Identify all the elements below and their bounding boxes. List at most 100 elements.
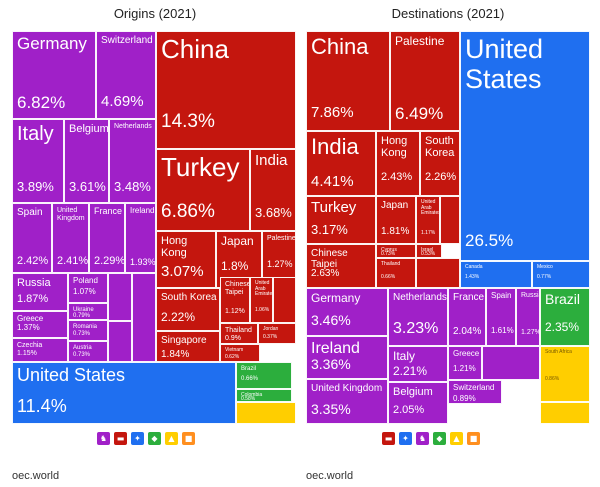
tile-label: China (161, 34, 229, 64)
north-america-icon[interactable]: ✦ (399, 432, 412, 445)
tile-chinese-taipei[interactable]: Chinese Taipei 1.12% (220, 277, 250, 323)
tile-colombia[interactable]: Colombia 0.58% (236, 389, 292, 402)
asia-icon[interactable]: ▬ (382, 432, 395, 445)
tile-value: 6.49% (395, 104, 444, 123)
tile-label: Chinese Taipei (225, 281, 250, 296)
tile-unlabeled[interactable] (440, 196, 460, 244)
tile-switzerland[interactable]: Switzerland 0.89% (448, 380, 502, 404)
tile-label: India (255, 152, 288, 169)
tile-value: 1.61% (491, 326, 514, 335)
tile-belgium[interactable]: Belgium 3.61% (64, 119, 109, 203)
tile-france[interactable]: France 2.29% (89, 203, 125, 273)
tile-india[interactable]: India 4.41% (306, 131, 376, 196)
south-america-icon[interactable]: ◆ (148, 432, 161, 445)
south-america-icon[interactable]: ◆ (433, 432, 446, 445)
tile-united-arab-emirates[interactable]: United Arab Emirates 1.17% (416, 196, 440, 244)
tile-label: Jordan (263, 326, 279, 332)
tile-hong-kong[interactable]: Hong Kong 3.07% (156, 231, 216, 288)
oceania-icon[interactable]: ■ (182, 432, 195, 445)
tile-germany[interactable]: Germany 3.46% (306, 288, 388, 336)
tile-label: South Africa (545, 349, 572, 355)
tile-greece[interactable]: Greece 1.21% (448, 346, 482, 380)
tile-label: Palestine (267, 235, 296, 242)
tile-label: United Kingdom (57, 207, 85, 222)
tile-austria[interactable]: Austria 0.73% (68, 341, 108, 362)
tile-netherlands[interactable]: Netherlands 3.23% (388, 288, 448, 346)
europe-icon[interactable]: ♞ (97, 432, 110, 445)
tile-brazil[interactable]: Brazil 0.66% (236, 362, 292, 389)
tile-switzerland[interactable]: Switzerland 4.69% (96, 31, 156, 119)
tile-france[interactable]: France 2.04% (448, 288, 486, 346)
tile-turkey[interactable]: Turkey 3.17% (306, 196, 376, 244)
tile-india[interactable]: India 3.68% (250, 149, 296, 231)
tile-singapore[interactable]: Singapore 1.84% (156, 331, 220, 362)
africa-icon[interactable]: ▲ (450, 432, 463, 445)
tile-canada[interactable]: Canada 1.43% (460, 261, 532, 288)
tile-russia[interactable]: Russia 1.87% (12, 273, 68, 311)
oec-credit-right[interactable]: oec.world (306, 470, 354, 482)
tile-thailand[interactable]: Thailand 0.66% (376, 258, 416, 288)
tile-spain[interactable]: Spain 2.42% (12, 203, 52, 273)
tile-japan[interactable]: Japan 1.81% (376, 196, 416, 244)
tile-label: Hong Kong (161, 235, 188, 260)
tile-germany[interactable]: Germany 6.82% (12, 31, 96, 119)
tile-united-kingdom[interactable]: United Kingdom 3.35% (306, 379, 388, 424)
tile-value: 3.23% (393, 320, 439, 337)
asia-icon[interactable]: ▬ (114, 432, 127, 445)
oec-credit-left[interactable]: oec.world (12, 470, 60, 482)
tile-china[interactable]: China 14.3% (156, 31, 296, 149)
tile-unlabeled[interactable] (108, 321, 132, 362)
tile-mexico[interactable]: Mexico 0.77% (532, 261, 590, 288)
tile-netherlands[interactable]: Netherlands 3.48% (109, 119, 156, 203)
tile-vietnam[interactable]: Vietnam 0.62% (220, 344, 260, 362)
tile-italy[interactable]: Italy 2.21% (388, 346, 448, 382)
tile-unlabeled[interactable] (236, 402, 296, 424)
tile-unlabeled[interactable] (416, 258, 460, 288)
tile-value: 1.81% (381, 226, 410, 237)
tile-united-arab-emirates[interactable]: United Arab Emirates 1.06% (250, 277, 273, 323)
tile-palestine[interactable]: Palestine 6.49% (390, 31, 460, 131)
tile-greece[interactable]: Greece 1.37% (12, 311, 68, 338)
tile-unlabeled[interactable] (108, 273, 132, 321)
tile-china[interactable]: China 7.86% (306, 31, 390, 131)
north-america-icon[interactable]: ✦ (131, 432, 144, 445)
tile-south-africa[interactable]: South Africa 0.86% (540, 346, 590, 402)
tile-unlabeled[interactable] (540, 402, 590, 424)
tile-ukraine[interactable]: Ukraine 0.79% (68, 303, 108, 320)
tile-hong-kong[interactable]: Hong Kong 2.43% (376, 131, 420, 196)
tile-thailand[interactable]: Thailand 0.9% (220, 323, 258, 344)
tile-czechia[interactable]: Czechia 1.15% (12, 338, 68, 362)
tile-turkey[interactable]: Turkey 6.86% (156, 149, 250, 231)
tile-label: South Korea (425, 135, 455, 160)
tile-israel[interactable]: Israel 0.53% (416, 244, 442, 258)
tile-united-states[interactable]: United States 11.4% (12, 362, 236, 424)
tile-united-kingdom[interactable]: United Kingdom 2.41% (52, 203, 89, 273)
tile-south-korea[interactable]: South Korea 2.26% (420, 131, 460, 196)
tile-label: Ireland (311, 340, 360, 357)
tile-label: Austria (73, 345, 92, 351)
tile-unlabeled[interactable] (132, 273, 156, 362)
tile-poland[interactable]: Poland 1.07% (68, 273, 108, 303)
tile-value: 1.17% (421, 230, 436, 236)
tile-spain[interactable]: Spain 1.61% (486, 288, 516, 346)
tile-brazil[interactable]: Brazil 2.35% (540, 288, 590, 346)
oceania-icon[interactable]: ■ (467, 432, 480, 445)
tile-jordan[interactable]: Jordan 0.37% (258, 323, 296, 344)
tile-label: Russia (521, 292, 539, 299)
africa-icon[interactable]: ▲ (165, 432, 178, 445)
tile-romania[interactable]: Romania 0.73% (68, 320, 108, 341)
tile-russia[interactable]: Russia 1.27% (516, 288, 540, 346)
tile-unlabeled[interactable] (482, 346, 540, 380)
tile-belgium[interactable]: Belgium 2.05% (388, 382, 448, 424)
tile-unlabeled[interactable] (273, 277, 296, 323)
tile-united-states[interactable]: United States 26.5% (460, 31, 590, 261)
tile-italy[interactable]: Italy 3.89% (12, 119, 64, 203)
tile-chinese-taipei[interactable]: Chinese Taipei 2.63% (306, 244, 376, 288)
tile-value: 3.17% (311, 222, 348, 237)
tile-south-korea[interactable]: South Korea 2.22% (156, 288, 220, 331)
tile-ireland[interactable]: Ireland 1.93% (125, 203, 156, 273)
tile-cyprus[interactable]: Cyprus 0.73% (376, 244, 416, 258)
tile-ireland[interactable]: Ireland 3.36% (306, 336, 388, 379)
tile-value: 1.27% (521, 329, 540, 336)
europe-icon[interactable]: ♞ (416, 432, 429, 445)
